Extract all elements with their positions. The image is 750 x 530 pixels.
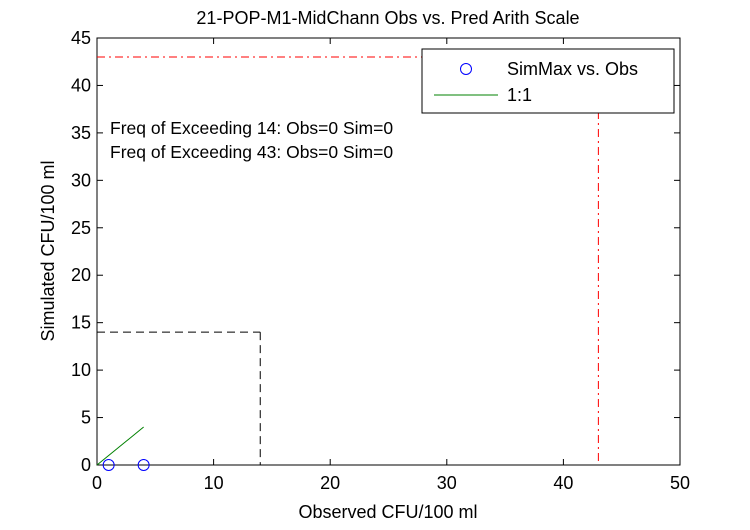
y-tick-label: 30 [71, 170, 91, 190]
data-point [102, 459, 115, 471]
legend-entry-label: SimMax vs. Obs [507, 59, 638, 79]
y-tick-label: 10 [71, 360, 91, 380]
x-tick-label: 10 [204, 473, 224, 493]
legend-entry-label: 1:1 [507, 85, 532, 105]
y-tick-label: 0 [81, 455, 91, 475]
y-tick-label: 45 [71, 28, 91, 48]
y-tick-label: 35 [71, 123, 91, 143]
x-tick-label: 40 [553, 473, 573, 493]
annotation-text: Freq of Exceeding 43: Obs=0 Sim=0 [110, 142, 393, 162]
x-axis-label: Observed CFU/100 ml [298, 502, 477, 522]
x-tick-label: 20 [320, 473, 340, 493]
x-tick-label: 30 [437, 473, 457, 493]
series-line-one-to-one [96, 426, 144, 466]
x-tick-label: 50 [670, 473, 690, 493]
y-tick-label: 20 [71, 265, 91, 285]
data-point [137, 459, 150, 471]
y-axis-label: Simulated CFU/100 ml [38, 160, 58, 341]
y-tick-label: 25 [71, 218, 91, 238]
y-tick-label: 5 [81, 408, 91, 428]
y-tick-label: 15 [71, 313, 91, 333]
annotation-text: Freq of Exceeding 14: Obs=0 Sim=0 [110, 118, 393, 138]
legend-box [421, 48, 675, 114]
x-tick-label: 0 [92, 473, 102, 493]
legend-marker-swatch [460, 63, 472, 75]
y-tick-label: 40 [71, 75, 91, 95]
chart-title: 21-POP-M1-MidChann Obs vs. Pred Arith Sc… [196, 8, 579, 28]
